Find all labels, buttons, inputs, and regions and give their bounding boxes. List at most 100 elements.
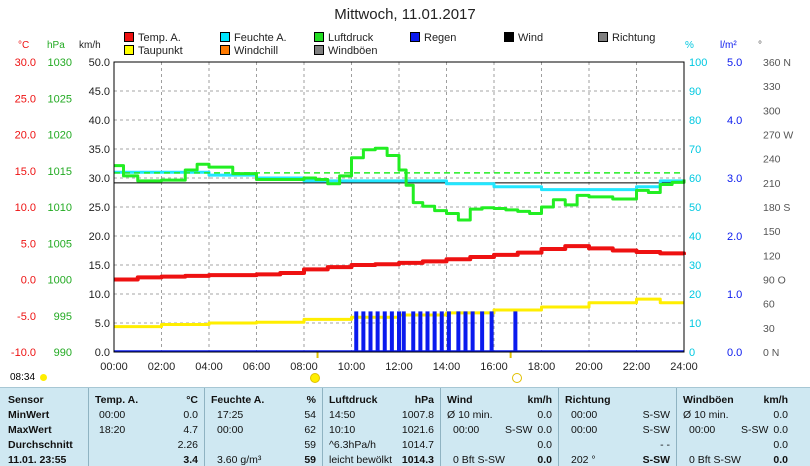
time-tick-label: 20:00 <box>575 361 603 373</box>
press-tick-label: 990 <box>54 347 72 359</box>
temp-tick-label: -10.0 <box>11 347 36 359</box>
hum-tick-label: 70 <box>689 144 701 156</box>
series-line-feuchte-a <box>114 170 684 192</box>
hum-tick-label: 50 <box>689 202 701 214</box>
legend-swatch-feuchte <box>220 32 230 42</box>
wind-tick-label: 50.0 <box>89 57 110 69</box>
rain-bar <box>411 311 416 352</box>
wind-tick-label: 20.0 <box>89 231 110 243</box>
dir-current-value: S-SW <box>642 454 670 466</box>
hum-avg-value: 59 <box>304 439 316 451</box>
temp-axis-unit: °C <box>18 40 30 51</box>
hum-min-value: 54 <box>304 409 316 421</box>
rain-tick-label: 0.0 <box>727 347 742 359</box>
legend-swatch-windchill <box>220 45 230 55</box>
wind-tick-label: 35.0 <box>89 144 110 156</box>
gust-current-label: 0 Bft S-SW <box>689 454 741 466</box>
hum-tick-label: 20 <box>689 289 701 301</box>
press-tick-label: 995 <box>54 311 72 323</box>
stats-unit-wind: km/h <box>527 394 552 406</box>
press-axis-unit: hPa <box>47 40 65 51</box>
hum-tick-label: 40 <box>689 231 701 243</box>
hum-tick-label: 80 <box>689 115 701 127</box>
press-avg-value: 1014.7 <box>401 439 434 451</box>
wind-tick-label: 0.0 <box>95 347 110 359</box>
stats-sensor-column: Sensor MinWert MaxWert Durchschnitt 11.0… <box>0 388 88 466</box>
wind-max-time: 00:00 <box>453 424 480 436</box>
wind-tick-label: 45.0 <box>89 86 110 98</box>
stats-header-dir: Richtung <box>565 394 611 406</box>
wind-tick-label: 25.0 <box>89 202 110 214</box>
stats-unit-hum: % <box>306 394 316 406</box>
rain-bar <box>432 311 437 352</box>
rain-axis-unit: l/m² <box>720 40 737 51</box>
press-tick-label: 1010 <box>48 202 72 214</box>
rain-tick-label: 2.0 <box>727 231 742 243</box>
row-label-current: 11.01. 23:55 <box>8 454 67 466</box>
gust-min-value: 0.0 <box>773 409 788 421</box>
rain-bar <box>389 311 394 352</box>
dir-tick-label: 330 <box>763 81 781 93</box>
legend-luftdruck: Luftdruck <box>314 32 373 44</box>
time-tick-label: 02:00 <box>148 361 176 373</box>
rain-bar <box>382 311 387 352</box>
hum-tick-label: 10 <box>689 318 701 330</box>
sunset-marker-icon <box>512 373 522 383</box>
press-trend: ^6.3hPa/h <box>329 439 376 451</box>
temp-min-value: 0.0 <box>183 409 198 421</box>
statistics-panel: Sensor MinWert MaxWert Durchschnitt 11.0… <box>0 387 810 466</box>
dir-tick-label: 360 N <box>763 57 791 69</box>
hum-tick-label: 100 <box>689 57 707 69</box>
hum-abs-value: 3.60 g/m³ <box>217 454 262 466</box>
wind-tick-label: 5.0 <box>95 318 110 330</box>
wind-min-value: 0.0 <box>537 409 552 421</box>
rain-bar <box>368 311 373 352</box>
hum-axis-unit: % <box>685 40 694 51</box>
chart-title: Mittwoch, 11.01.2017 <box>334 6 476 23</box>
temp-tick-label: 30.0 <box>15 57 36 69</box>
wind-current-label: 0 Bft S-SW <box>453 454 505 466</box>
wind-axis-unit: km/h <box>79 40 101 51</box>
press-tick-label: 1000 <box>48 275 72 287</box>
time-tick-label: 00:00 <box>100 361 128 373</box>
sunrise-time: 08:34 <box>10 372 36 383</box>
stats-header-press: Luftdruck <box>329 394 378 406</box>
chart-grid <box>114 62 684 352</box>
wind-avg-value: 0.0 <box>537 439 552 451</box>
press-min-time: 14:50 <box>329 409 356 421</box>
legend-taupunkt: Taupunkt <box>124 45 183 57</box>
stats-header-hum: Feuchte A. <box>211 394 265 406</box>
dir-tick-label: 270 W <box>763 130 793 142</box>
temp-avg-value: 2.26 <box>177 439 198 451</box>
legend-swatch-richtung <box>598 32 608 42</box>
legend-swatch-taupunkt <box>124 45 134 55</box>
stats-unit-gust: km/h <box>763 394 788 406</box>
legend-feuchte: Feuchte A. <box>220 32 287 44</box>
press-tick-label: 1015 <box>48 166 72 178</box>
hum-tick-label: 30 <box>689 260 701 272</box>
rain-tick-label: 5.0 <box>727 57 742 69</box>
stats-unit-press: hPa <box>414 394 434 406</box>
gust-max-value: 0.0 <box>773 424 788 436</box>
press-current-value: 1014.3 <box>401 454 434 466</box>
dir-max-time: 00:00 <box>571 424 598 436</box>
stats-gust-column: Windböen km/h Ø 10 min. 0.0 00:00 S-SW 0… <box>677 388 810 466</box>
temp-tick-label: 25.0 <box>15 93 36 105</box>
series-line-luftdruck <box>114 146 686 222</box>
dir-tick-label: 120 <box>763 250 781 262</box>
rain-bar <box>489 311 494 352</box>
hum-tick-label: 90 <box>689 86 701 98</box>
rain-bar <box>397 311 401 352</box>
time-tick-label: 24:00 <box>670 361 698 373</box>
stats-unit-temp: °C <box>186 394 198 406</box>
legend-richtung: Richtung <box>598 32 655 44</box>
rain-bar <box>401 311 406 352</box>
series-line-temp-a <box>114 244 686 282</box>
legend-swatch-wind <box>504 32 514 42</box>
temp-tick-label: 5.0 <box>21 238 36 250</box>
legend-swatch-windboeen <box>314 45 324 55</box>
stats-header-gust: Windböen <box>683 394 734 406</box>
legend-swatch-temp <box>124 32 134 42</box>
wind-max-value: 0.0 <box>537 424 552 436</box>
hum-min-time: 17:25 <box>217 409 244 421</box>
